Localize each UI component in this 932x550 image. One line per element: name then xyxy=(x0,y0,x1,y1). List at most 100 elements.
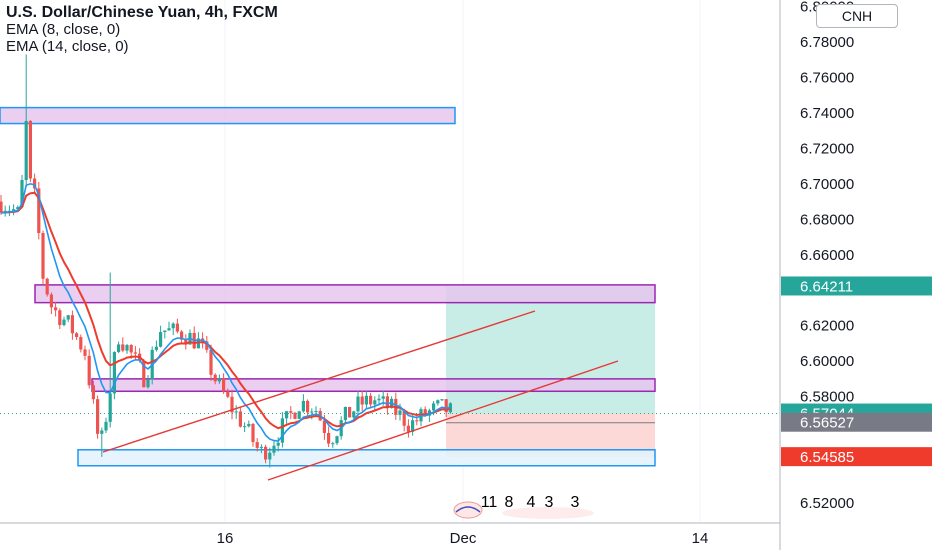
candle-up[interactable] xyxy=(146,375,150,389)
candle-up[interactable] xyxy=(234,405,238,419)
candle-down[interactable] xyxy=(264,444,268,464)
candle-up[interactable] xyxy=(12,204,16,216)
candle-down[interactable] xyxy=(41,230,45,285)
event-count[interactable]: 4 xyxy=(527,494,536,511)
candle-down[interactable] xyxy=(175,318,179,334)
event-count[interactable]: 3 xyxy=(545,494,554,511)
candle-up[interactable] xyxy=(163,330,167,339)
candle-down[interactable] xyxy=(133,346,137,360)
candle-down[interactable] xyxy=(306,399,310,418)
candle-down[interactable] xyxy=(327,426,331,448)
candle-down[interactable] xyxy=(402,408,406,432)
candle-down[interactable] xyxy=(49,292,53,314)
candle-up[interactable] xyxy=(268,447,272,468)
candle-up[interactable] xyxy=(125,344,129,354)
channel-upper-line[interactable] xyxy=(102,310,536,453)
candle-down[interactable] xyxy=(255,438,259,452)
ema-slow-legend[interactable]: EMA (14, close, 0) xyxy=(6,38,129,55)
zone-box-support[interactable] xyxy=(91,378,656,393)
symbol-badge[interactable]: CNH xyxy=(816,4,898,28)
candle-up[interactable] xyxy=(100,427,104,457)
candle-down[interactable] xyxy=(213,373,217,385)
candle-down[interactable] xyxy=(121,337,125,353)
candle-down[interactable] xyxy=(238,406,242,428)
candle-up[interactable] xyxy=(117,341,121,354)
ema-fast-legend[interactable]: EMA (8, close, 0) xyxy=(6,21,121,38)
candle-up[interactable] xyxy=(259,444,263,454)
candle-up[interactable] xyxy=(66,314,70,323)
candle-down[interactable] xyxy=(406,419,410,438)
candle-down[interactable] xyxy=(142,358,146,388)
candle-up[interactable] xyxy=(364,391,368,409)
candle-down[interactable] xyxy=(348,406,352,418)
candle-up[interactable] xyxy=(373,396,377,410)
candle-down[interactable] xyxy=(360,390,364,412)
events-marker[interactable]: 11 8 4 3 3 xyxy=(453,494,594,519)
candle-down[interactable] xyxy=(45,277,49,297)
candle-up[interactable] xyxy=(272,441,276,456)
event-count[interactable]: 3 xyxy=(571,494,580,511)
candle-up[interactable] xyxy=(171,322,175,336)
zone-box-support[interactable] xyxy=(77,449,656,467)
candle-down[interactable] xyxy=(222,373,226,394)
candle-down[interactable] xyxy=(184,334,188,350)
candle-up[interactable] xyxy=(217,374,221,384)
candle-up[interactable] xyxy=(280,411,284,448)
candle-down[interactable] xyxy=(369,392,373,408)
event-count[interactable]: 8 xyxy=(505,494,514,511)
candle-up[interactable] xyxy=(104,417,108,433)
candle-up[interactable] xyxy=(7,205,11,217)
candle-down[interactable] xyxy=(226,388,230,399)
candle-down[interactable] xyxy=(230,389,234,420)
candle-down[interactable] xyxy=(0,195,3,215)
candle-up[interactable] xyxy=(24,54,28,187)
candle-up[interactable] xyxy=(331,441,335,448)
candle-up[interactable] xyxy=(62,316,66,327)
candle-up[interactable] xyxy=(285,410,289,424)
candle-down[interactable] xyxy=(96,395,100,439)
candle-down[interactable] xyxy=(28,120,32,183)
time-axis[interactable]: 16 Dec 14 xyxy=(217,530,709,547)
candle-up[interactable] xyxy=(297,410,301,419)
event-count[interactable]: 11 xyxy=(481,494,498,511)
price-axis[interactable]: 6.52000 6.58000 6.60000 6.62000 6.66000 6.680… xyxy=(800,0,854,512)
candle-down[interactable] xyxy=(58,308,62,329)
candle-down[interactable] xyxy=(70,310,74,340)
plot-area[interactable]: 11 8 4 3 3 xyxy=(0,0,780,523)
candle-down[interactable] xyxy=(289,406,293,420)
zone-box-resistance[interactable] xyxy=(0,106,456,125)
candle-up[interactable] xyxy=(343,406,347,424)
candle-up[interactable] xyxy=(352,410,356,420)
candle-down[interactable] xyxy=(192,326,196,350)
candle-down[interactable] xyxy=(79,334,83,353)
candle-up[interactable] xyxy=(436,399,440,406)
candle-up[interactable] xyxy=(112,351,116,400)
channel-lower-line[interactable] xyxy=(267,360,619,481)
candle-up[interactable] xyxy=(377,394,381,406)
candle-up[interactable] xyxy=(167,321,171,331)
candle-up[interactable] xyxy=(243,422,247,433)
candle-down[interactable] xyxy=(83,345,87,361)
candle-up[interactable] xyxy=(108,272,112,428)
candle-up[interactable] xyxy=(335,435,339,446)
candle-down[interactable] xyxy=(87,349,91,389)
candle-up[interactable] xyxy=(154,340,158,352)
candle-up[interactable] xyxy=(276,437,280,452)
candle-up[interactable] xyxy=(159,325,163,348)
candle-up[interactable] xyxy=(247,420,251,428)
candle-down[interactable] xyxy=(33,173,37,193)
candle-up[interactable] xyxy=(3,205,7,217)
candle-up[interactable] xyxy=(440,399,444,402)
candle-down[interactable] xyxy=(75,332,79,340)
candle-down[interactable] xyxy=(251,422,255,447)
candle-up[interactable] xyxy=(356,391,360,417)
candle-down[interactable] xyxy=(37,181,41,240)
candle-up[interactable] xyxy=(411,415,415,436)
candle-down[interactable] xyxy=(180,330,184,344)
candle-down[interactable] xyxy=(293,411,297,420)
zone-box-resistance[interactable] xyxy=(34,284,656,304)
candle-down[interactable] xyxy=(54,302,58,317)
candle-up[interactable] xyxy=(301,394,305,413)
candle-down[interactable] xyxy=(91,380,95,404)
